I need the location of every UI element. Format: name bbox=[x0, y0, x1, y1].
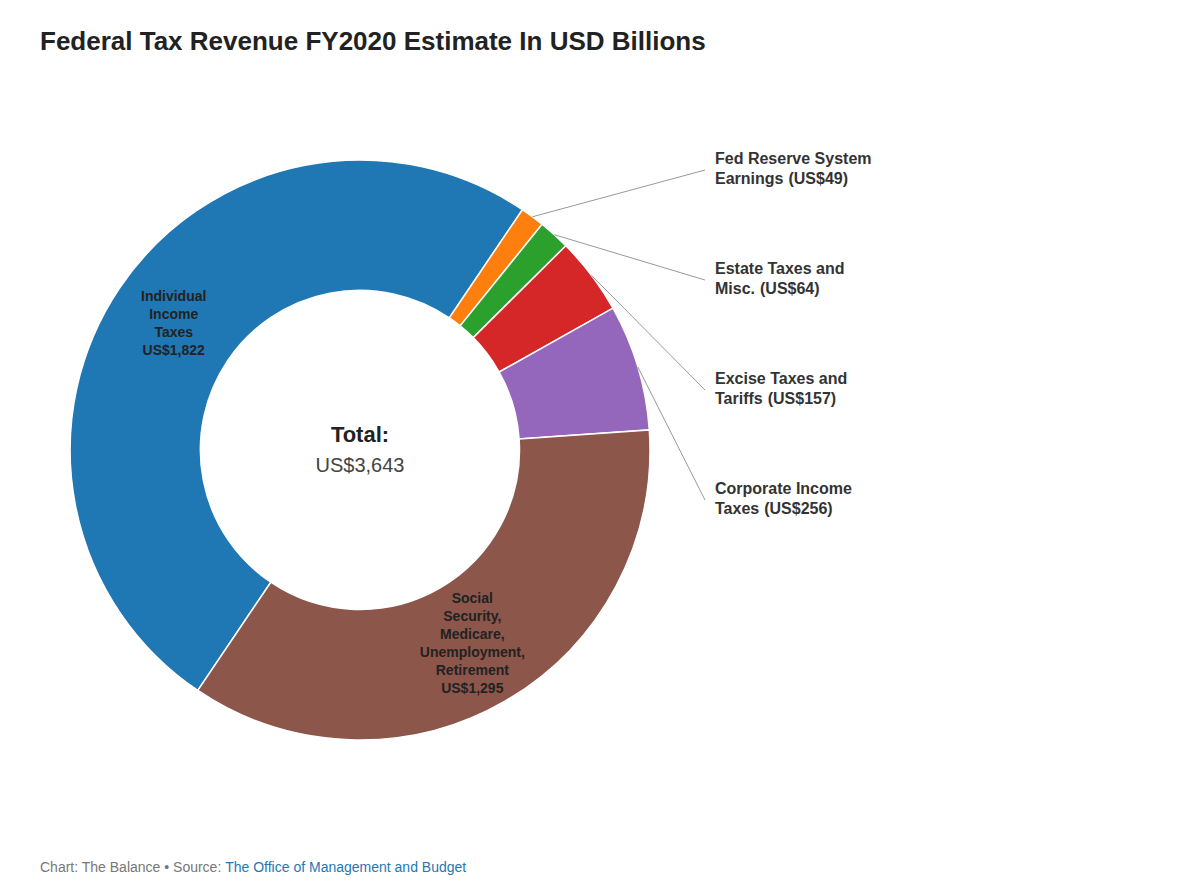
chart: Federal Tax Revenue FY2020 Estimate In U… bbox=[0, 0, 1200, 891]
leader-line bbox=[532, 170, 705, 217]
callout-label-line: Estate Taxes and bbox=[715, 260, 845, 277]
slice-value-label: US$1,295 bbox=[441, 680, 503, 696]
slice-label-line: Retirement bbox=[436, 662, 509, 678]
slice-label-line: Medicare, bbox=[440, 626, 505, 642]
callout-label-line: Corporate Income bbox=[715, 480, 852, 497]
slice bbox=[198, 430, 650, 740]
leader-line bbox=[554, 235, 705, 280]
callout-label-line: Earnings bbox=[715, 170, 784, 187]
callout-label-line: Misc. bbox=[715, 280, 755, 297]
callout-value-label: (US$49) bbox=[788, 170, 848, 187]
center-value: US$3,643 bbox=[316, 454, 405, 476]
callout-label: Corporate Income Taxes bbox=[715, 480, 852, 517]
slice-label-line: Security, bbox=[443, 608, 501, 624]
callout-value-label: (US$157) bbox=[768, 390, 836, 407]
slice-value-label: US$1,822 bbox=[143, 342, 205, 358]
donut bbox=[70, 160, 650, 740]
callout-label: Estate Taxes and Misc. bbox=[715, 260, 845, 297]
callout-label-line: Tariffs bbox=[715, 390, 763, 407]
slice-label-line: Income bbox=[149, 306, 198, 322]
callout-value-label: (US$64) bbox=[760, 280, 820, 297]
callout-label-line: Excise Taxes and bbox=[715, 370, 847, 387]
slice-label: Social Security, Medicare, Unemployment, Ret… bbox=[420, 590, 525, 678]
callout-label: Fed Reserve System Earnings bbox=[715, 150, 872, 187]
slice-label: Individual Income Taxes bbox=[141, 288, 206, 340]
slice-label-line: Social bbox=[452, 590, 493, 606]
center-label: Total: bbox=[331, 422, 389, 447]
slice-label-line: Taxes bbox=[154, 324, 193, 340]
footer-source: The Office of Management and Budget bbox=[225, 859, 466, 875]
callout-label-line: Fed Reserve System bbox=[715, 150, 872, 167]
leader-line bbox=[592, 275, 705, 390]
slice-label-line: Unemployment, bbox=[420, 644, 525, 660]
callout-label: Excise Taxes and Tariffs bbox=[715, 370, 847, 407]
callout-label-line: Taxes bbox=[715, 500, 759, 517]
labels: Individual Income Taxes US$1,822 Fed Reserve… bbox=[141, 150, 871, 696]
slice bbox=[499, 308, 649, 439]
slice-label-line: Individual bbox=[141, 288, 206, 304]
callout-value-label: (US$256) bbox=[764, 500, 832, 517]
footer: Chart: The Balance • Source: bbox=[40, 859, 225, 875]
title: Federal Tax Revenue FY2020 Estimate In U… bbox=[40, 26, 706, 56]
leader-line bbox=[638, 367, 705, 500]
